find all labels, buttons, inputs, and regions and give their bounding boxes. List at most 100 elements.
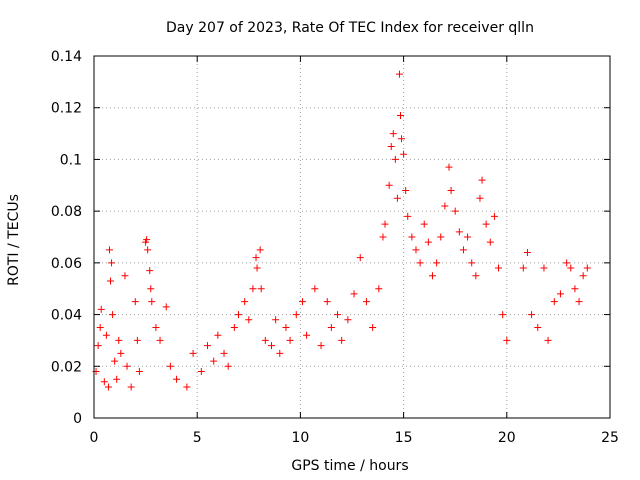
data-point: [404, 212, 412, 220]
data-point: [534, 324, 542, 331]
data-point: [523, 249, 531, 257]
data-point: [398, 135, 406, 143]
data-point: [369, 324, 377, 331]
y-tick-label: 0.06: [51, 256, 82, 272]
data-point: [385, 181, 393, 189]
data-point: [391, 155, 399, 163]
data-point: [556, 290, 564, 298]
y-tick-label: 0.04: [51, 308, 82, 324]
data-point: [468, 259, 476, 267]
y-tick-label: 0: [73, 411, 82, 427]
data-point: [111, 357, 119, 365]
data-point: [397, 111, 405, 119]
plot-frame: [93, 55, 611, 419]
y-tick-label: 0.1: [60, 152, 82, 168]
data-point: [256, 246, 264, 254]
data-point: [298, 298, 306, 306]
data-point: [311, 285, 319, 293]
data-point: [344, 316, 352, 324]
data-point: [100, 378, 108, 386]
data-point: [117, 349, 125, 357]
data-point: [234, 311, 242, 319]
data-point: [362, 298, 370, 306]
data-point: [379, 233, 387, 241]
data-point: [127, 383, 135, 391]
data-point: [567, 264, 575, 272]
data-point: [356, 254, 364, 262]
data-point: [143, 236, 151, 244]
y-tick-label: 0.14: [51, 49, 82, 65]
data-point: [257, 285, 265, 293]
y-tick-label: 0.12: [51, 101, 82, 117]
data-point: [210, 357, 218, 365]
x-tick-label: 5: [193, 430, 202, 446]
data-point: [575, 298, 583, 306]
data-point: [464, 233, 472, 241]
data-point: [96, 324, 104, 331]
data-point: [286, 336, 294, 344]
data-point: [428, 272, 436, 280]
data-point: [148, 298, 156, 306]
x-tick-label: 25: [601, 430, 619, 446]
data-point: [97, 305, 105, 313]
data-point: [272, 316, 280, 324]
data-point: [451, 207, 459, 215]
data-point: [245, 316, 253, 324]
y-tick-label: 0.08: [51, 204, 82, 220]
data-point: [338, 336, 346, 344]
data-point: [292, 311, 300, 319]
data-point: [486, 238, 494, 246]
data-point: [441, 202, 449, 210]
data-point: [327, 324, 335, 331]
data-point: [197, 367, 205, 375]
data-point: [437, 233, 445, 241]
data-point: [476, 194, 484, 202]
data-point: [230, 324, 238, 331]
x-axis-label: GPS time / hours: [291, 458, 408, 474]
data-point: [455, 228, 463, 236]
x-tick-label: 10: [291, 430, 309, 446]
data-point: [387, 143, 395, 150]
data-point: [131, 298, 139, 306]
data-point: [490, 212, 498, 220]
data-point: [381, 220, 389, 228]
data-point: [445, 163, 453, 171]
data-points: [92, 70, 591, 391]
data-point: [261, 336, 269, 344]
data-point: [214, 331, 222, 339]
data-point: [144, 246, 152, 254]
data-point: [94, 342, 102, 350]
data-point: [183, 383, 191, 391]
data-point: [249, 285, 257, 293]
data-point: [408, 233, 416, 241]
data-point: [389, 130, 397, 138]
data-point: [503, 336, 511, 344]
data-point: [334, 311, 342, 319]
data-point: [115, 336, 123, 344]
data-point: [478, 176, 486, 184]
data-point: [540, 264, 548, 272]
data-point: [544, 336, 552, 344]
data-point: [495, 264, 503, 272]
data-point: [323, 298, 331, 306]
data-point: [220, 349, 228, 357]
data-point: [121, 272, 129, 280]
data-point: [393, 194, 401, 202]
data-point: [152, 324, 160, 331]
data-point: [499, 311, 507, 319]
y-tick-label: 0.02: [51, 359, 82, 375]
data-point: [102, 331, 110, 339]
data-point: [400, 150, 408, 158]
data-point: [583, 264, 591, 272]
data-point: [147, 285, 155, 293]
data-point: [135, 367, 143, 375]
data-point: [433, 259, 441, 267]
data-point: [395, 70, 403, 78]
data-point: [252, 254, 260, 262]
data-point: [123, 362, 131, 370]
chart-grid: [94, 56, 610, 418]
data-point: [189, 349, 197, 357]
data-point: [550, 298, 558, 306]
data-point: [459, 246, 467, 254]
